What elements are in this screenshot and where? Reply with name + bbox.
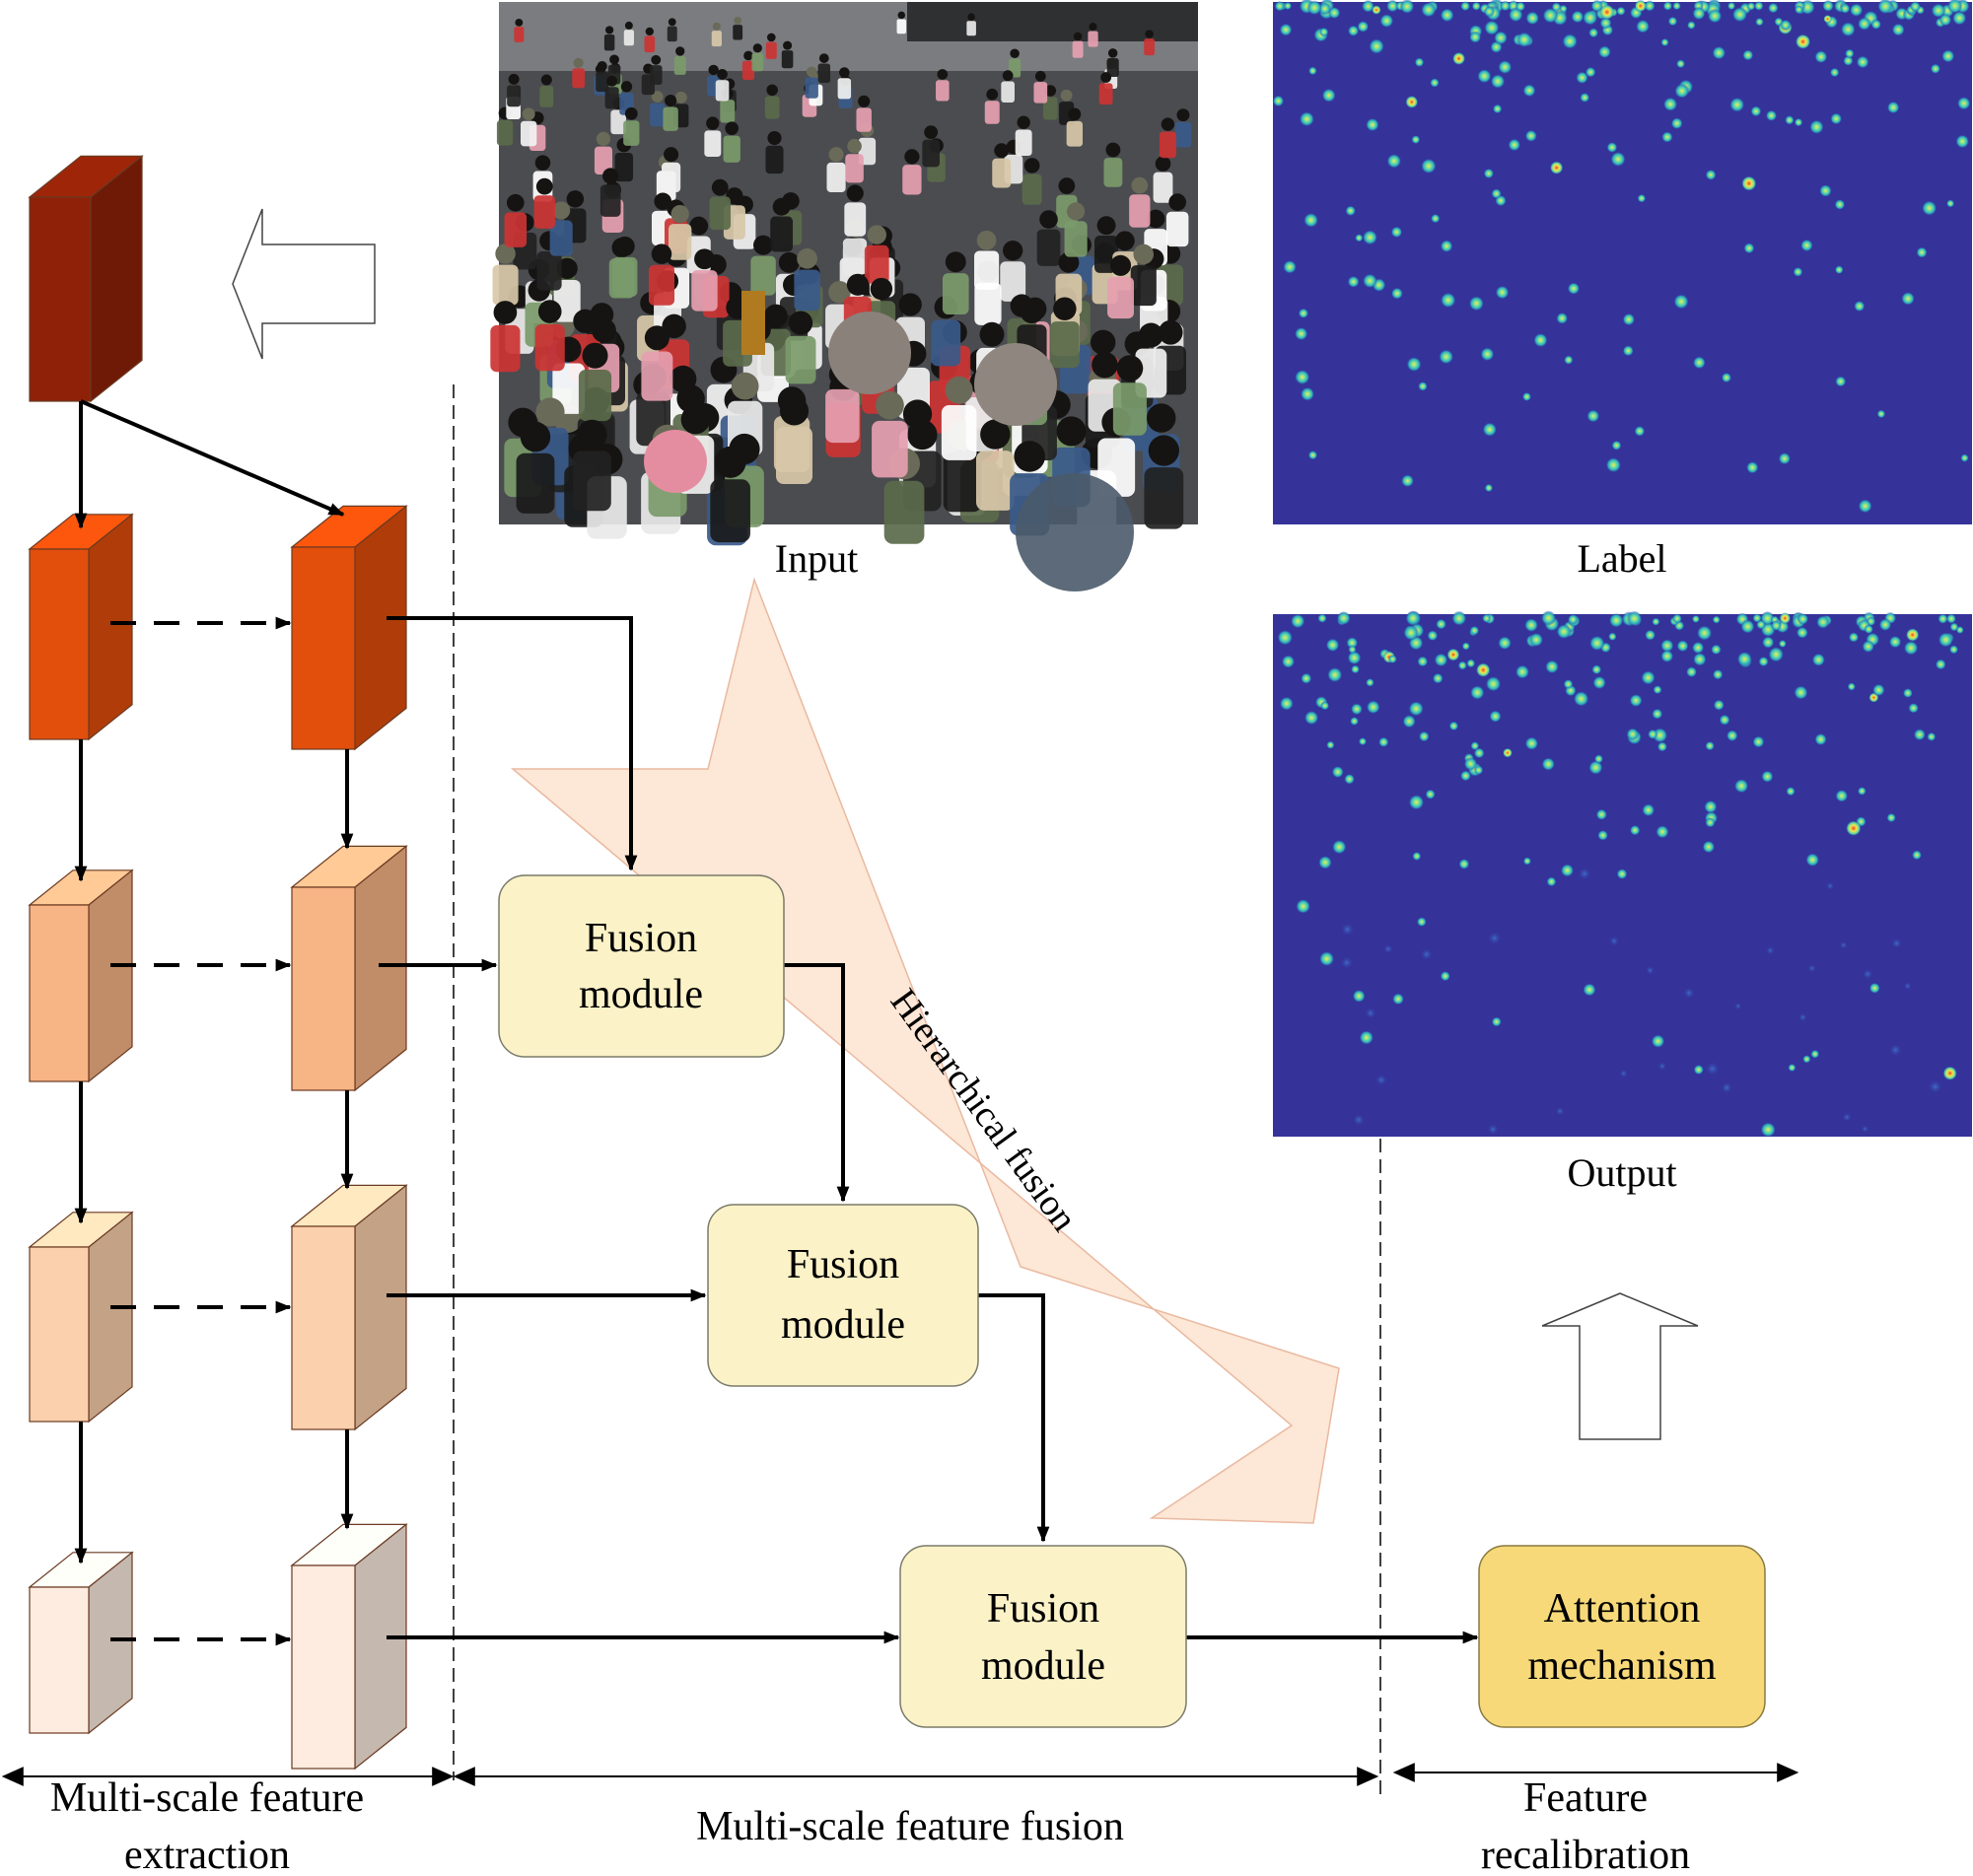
fusion-module-3-line1: Fusion xyxy=(987,1586,1099,1632)
fusion-module-2-line2: module xyxy=(781,1302,905,1348)
feature-block-c1-r3 xyxy=(28,1211,134,1424)
feature-block-top xyxy=(28,155,144,403)
hierarchical-fusion-label: Hierarchical fusion xyxy=(882,982,1086,1239)
section-extraction-line2: extraction xyxy=(124,1833,290,1876)
input-label: Input xyxy=(775,536,858,581)
fusion-module-3: Fusion module xyxy=(899,1545,1187,1728)
feature-block-c1-r2 xyxy=(28,869,134,1083)
feature-block-c2-r2 xyxy=(290,845,408,1092)
fusion-module-2: Fusion module xyxy=(707,1204,979,1387)
hollow-arrow-up xyxy=(1541,1292,1699,1440)
connector-lines xyxy=(74,399,1479,1646)
attention-mechanism: Attention mechanism xyxy=(1478,1545,1766,1728)
fusion-module-1: Fusion module xyxy=(498,874,785,1058)
section-recalibration-line1: Feature xyxy=(1523,1775,1648,1821)
section-extraction-line1: Multi-scale feature xyxy=(50,1775,364,1821)
fusion-module-1-line2: module xyxy=(579,972,703,1017)
feature-block-c1-r1 xyxy=(28,513,134,741)
feature-block-c2-r1 xyxy=(290,505,408,751)
output-density-map xyxy=(1273,610,1972,1138)
label-density-map xyxy=(1272,0,1972,524)
feature-block-c1-r4 xyxy=(28,1551,134,1735)
section-fusion-line1: Multi-scale feature fusion xyxy=(696,1804,1124,1849)
attention-line1: Attention xyxy=(1544,1586,1701,1632)
label-label: Label xyxy=(1577,536,1666,581)
section-recalibration-line2: recalibration xyxy=(1481,1833,1690,1876)
fusion-module-2-line1: Fusion xyxy=(787,1242,899,1287)
feature-block-c2-r4 xyxy=(290,1523,408,1771)
output-label: Output xyxy=(1567,1150,1676,1195)
section-dimension-lines xyxy=(1,1763,1799,1786)
feature-block-c2-r3 xyxy=(290,1184,408,1431)
fusion-module-3-line2: module xyxy=(981,1643,1105,1689)
attention-line2: mechanism xyxy=(1527,1643,1717,1689)
hierarchical-fusion-arrow xyxy=(510,577,1340,1524)
hollow-arrow-left xyxy=(232,208,376,360)
fusion-module-1-line1: Fusion xyxy=(585,916,697,961)
input-crowd-image xyxy=(490,2,1198,591)
